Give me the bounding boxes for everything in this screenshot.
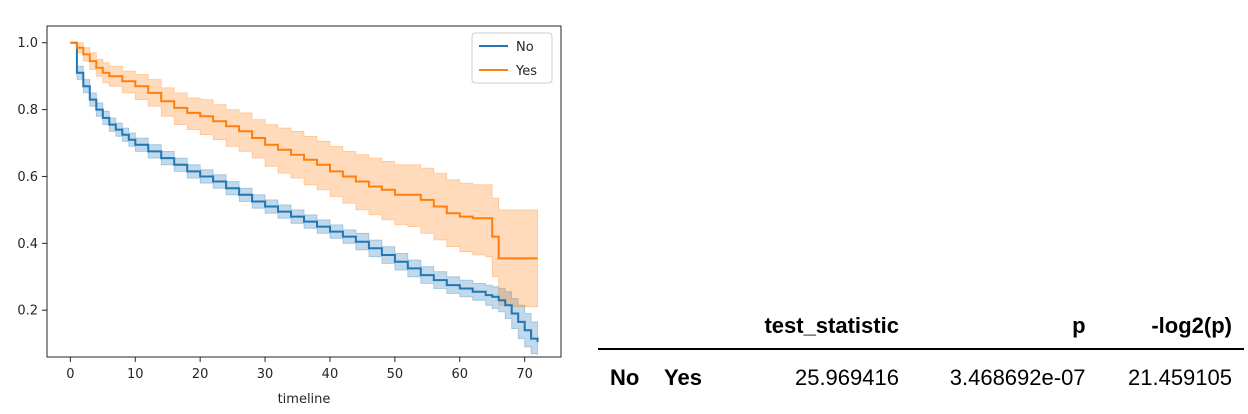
survival-lines bbox=[70, 41, 539, 342]
column-header-test-statistic: test_statistic bbox=[726, 304, 911, 350]
y-tick-label: 0.4 bbox=[17, 237, 38, 252]
y-tick-label: 0.8 bbox=[17, 103, 38, 118]
survival-line-yes bbox=[70, 41, 538, 260]
column-header-empty-2 bbox=[652, 304, 726, 350]
x-tick-label: 10 bbox=[127, 367, 144, 382]
y-tick-label: 1.0 bbox=[17, 36, 38, 51]
row-label-group-b: Yes bbox=[664, 365, 702, 390]
column-header-empty-1 bbox=[598, 304, 652, 350]
x-tick-label: 40 bbox=[322, 367, 339, 382]
plot-frame bbox=[46, 25, 562, 358]
x-tick-label: 0 bbox=[66, 367, 74, 382]
table-header-row: test_statistic p -log2(p) bbox=[598, 304, 1244, 350]
x-tick-label: 30 bbox=[257, 367, 274, 382]
logrank-stats-table: test_statistic p -log2(p) No Yes 25.9694… bbox=[598, 304, 1244, 406]
legend-label-no: No bbox=[516, 40, 534, 55]
y-axis: 0.2 0.4 0.6 0.8 1.0 bbox=[17, 36, 47, 319]
legend-box bbox=[471, 32, 553, 84]
x-axis-title: timeline bbox=[278, 392, 331, 407]
x-tick-label: 20 bbox=[192, 367, 209, 382]
x-axis: 0 10 20 30 40 50 60 70 bbox=[66, 357, 533, 382]
confidence-bands bbox=[70, 42, 538, 356]
legend-label-yes: Yes bbox=[515, 64, 537, 79]
survival-line-no bbox=[70, 41, 539, 342]
cell-test-statistic: 25.969416 bbox=[794, 365, 899, 390]
y-tick-label: 0.6 bbox=[17, 170, 38, 185]
cell-p: 3.468692e-07 bbox=[949, 365, 1086, 390]
survival-chart: 0 10 20 30 40 50 60 70 0.2 0.4 0.6 0.8 1.0 timeline… bbox=[17, 25, 562, 407]
confidence-band-yes bbox=[70, 42, 538, 308]
column-header-p: p bbox=[910, 304, 1098, 350]
y-tick-label: 0.2 bbox=[17, 304, 38, 319]
legend: No Yes bbox=[471, 32, 553, 84]
table-row: No Yes 25.969416 3.468692e-07 21.459105 bbox=[598, 349, 1244, 406]
x-tick-label: 60 bbox=[451, 367, 468, 382]
row-label-group-a: No bbox=[610, 365, 640, 390]
x-tick-label: 70 bbox=[516, 367, 533, 382]
cell-neg-log2-p: 21.459105 bbox=[1128, 365, 1232, 390]
column-header-neg-log2-p: -log2(p) bbox=[1097, 304, 1244, 350]
x-tick-label: 50 bbox=[387, 367, 404, 382]
